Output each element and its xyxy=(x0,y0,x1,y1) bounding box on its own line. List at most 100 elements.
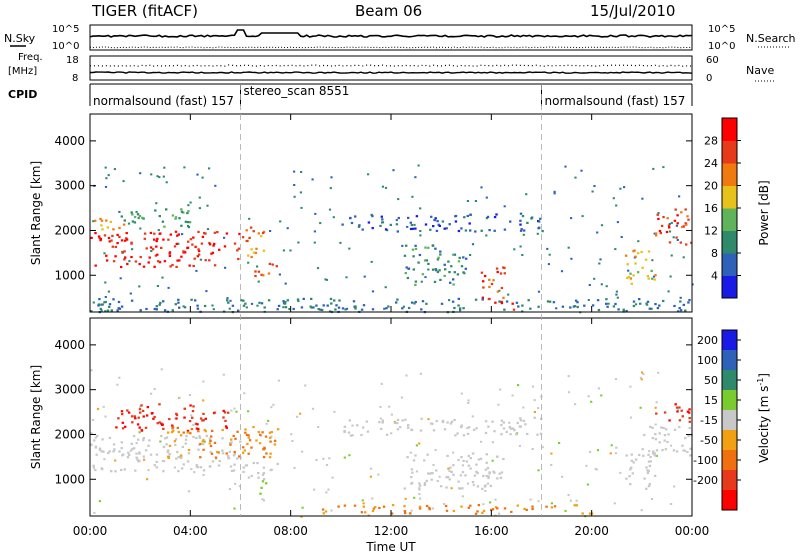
heatmap-cell xyxy=(142,415,145,418)
heatmap-cell xyxy=(108,450,111,453)
heatmap-cell xyxy=(395,223,399,226)
colorbar-segment xyxy=(722,330,737,351)
heatmap-cell xyxy=(487,475,490,478)
colorbar-tick-label: -200 xyxy=(693,474,718,487)
heatmap-cell xyxy=(301,506,304,509)
heatmap-cell xyxy=(500,302,504,305)
heatmap-cell xyxy=(179,454,183,457)
heatmap-cell xyxy=(676,410,679,413)
heatmap-cell xyxy=(447,467,450,470)
heatmap-cell xyxy=(379,405,382,408)
heatmap-cell xyxy=(134,469,137,472)
heatmap-cell xyxy=(655,449,659,452)
heatmap-cell xyxy=(488,278,491,281)
x-tick-label: 04:00 xyxy=(173,524,208,538)
heatmap-cell xyxy=(175,242,178,245)
heatmap-cell xyxy=(130,241,133,244)
y-tick-label: 4000 xyxy=(54,338,85,352)
heatmap-cell xyxy=(329,187,332,190)
heatmap-cell xyxy=(107,236,111,240)
heatmap-cell xyxy=(188,221,192,224)
heatmap-cell xyxy=(482,280,485,283)
heatmap-cell xyxy=(165,443,168,446)
freq-panel-frame xyxy=(89,55,693,81)
heatmap-cell xyxy=(192,236,195,239)
heatmap-cell xyxy=(254,274,257,278)
heatmap-cell xyxy=(474,200,477,202)
heatmap-cell xyxy=(385,433,389,436)
heatmap-cell xyxy=(502,427,506,430)
heatmap-cell xyxy=(646,275,650,278)
heatmap-cell xyxy=(233,507,236,510)
colorbar-segment xyxy=(722,430,737,451)
heatmap-cell xyxy=(247,261,250,264)
heatmap-cell xyxy=(199,466,202,469)
heatmap-cell xyxy=(135,452,138,455)
heatmap-cell xyxy=(379,417,382,420)
heatmap-cell xyxy=(575,504,579,507)
heatmap-cell xyxy=(458,307,462,310)
heatmap-cell xyxy=(541,446,544,449)
heatmap-cell xyxy=(410,223,414,227)
colorbar-tick-label: 100 xyxy=(697,354,718,367)
power-y-axis-label: Slant Range [km] xyxy=(29,161,43,265)
heatmap-cell xyxy=(472,483,475,486)
heatmap-cell xyxy=(509,427,512,430)
heatmap-cell xyxy=(312,306,315,309)
x-tick-label: 00:00 xyxy=(73,524,108,538)
heatmap-cell xyxy=(645,466,648,469)
heatmap-cell xyxy=(380,427,383,430)
heatmap-cell xyxy=(537,469,540,472)
heatmap-cell xyxy=(131,220,135,223)
heatmap-cell xyxy=(407,267,411,270)
heatmap-cell xyxy=(168,254,172,257)
heatmap-cell xyxy=(445,509,449,512)
heatmap-cell xyxy=(443,263,446,266)
date-label: 15/Jul/2010 xyxy=(590,2,675,20)
heatmap-cell xyxy=(462,459,465,462)
heatmap-cell xyxy=(630,466,633,469)
heatmap-cell xyxy=(657,212,660,214)
heatmap-cell xyxy=(180,467,184,470)
heatmap-cell xyxy=(486,482,490,485)
heatmap-cell xyxy=(409,451,412,454)
heatmap-cell xyxy=(120,239,124,242)
heatmap-cell xyxy=(440,302,444,305)
heatmap-cell xyxy=(464,229,468,232)
heatmap-cell xyxy=(414,247,418,250)
heatmap-cell xyxy=(192,264,195,268)
heatmap-cell xyxy=(448,299,451,302)
heatmap-cell xyxy=(354,307,357,310)
heatmap-cell xyxy=(113,448,116,451)
heatmap-cell xyxy=(228,442,232,445)
heatmap-cell xyxy=(168,251,172,254)
heatmap-cell xyxy=(644,258,648,261)
heatmap-cell xyxy=(484,420,488,423)
heatmap-cell xyxy=(195,436,198,440)
x-axis-label: Time UT xyxy=(365,540,416,554)
colorbar-tick-label: 16 xyxy=(704,202,718,215)
heatmap-cell xyxy=(206,204,209,207)
heatmap-cell xyxy=(134,417,137,420)
heatmap-cell xyxy=(519,223,522,226)
heatmap-cell xyxy=(428,508,431,511)
heatmap-cell xyxy=(139,256,142,259)
heatmap-cell xyxy=(115,426,118,429)
heatmap-cell xyxy=(401,307,404,310)
heatmap-cell xyxy=(104,296,107,298)
heatmap-cell xyxy=(202,399,205,402)
heatmap-cell xyxy=(124,425,127,428)
heatmap-cell xyxy=(682,225,685,228)
heatmap-cell xyxy=(410,428,414,431)
heatmap-cell xyxy=(381,218,384,221)
heatmap-cell xyxy=(482,474,485,478)
heatmap-cell xyxy=(284,301,287,304)
heatmap-cell xyxy=(435,420,438,423)
heatmap-cell xyxy=(420,417,423,420)
heatmap-cell xyxy=(257,430,260,434)
heatmap-cell xyxy=(169,265,172,268)
heatmap-cell xyxy=(171,214,175,217)
heatmap-cell xyxy=(668,230,672,233)
heatmap-cell xyxy=(189,404,192,407)
heatmap-cell xyxy=(485,217,489,220)
